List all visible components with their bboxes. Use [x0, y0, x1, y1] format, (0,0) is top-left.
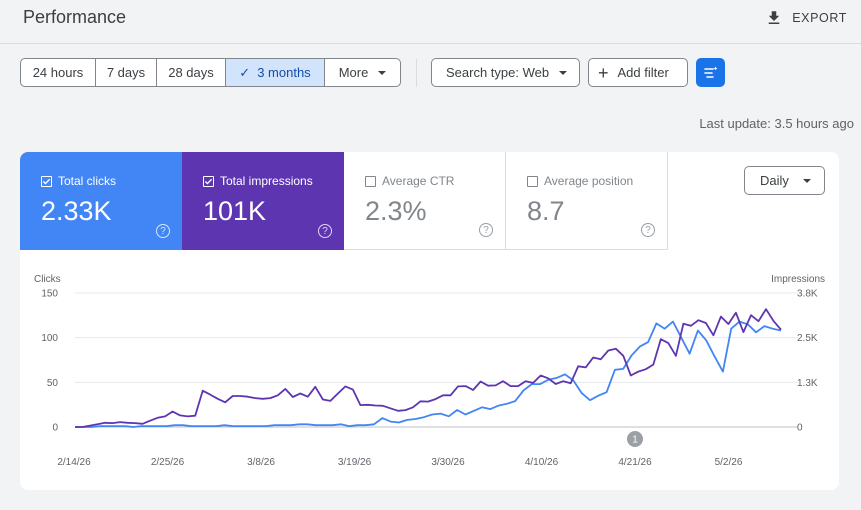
export-button[interactable]: EXPORT [765, 8, 847, 28]
metric-total-clicks[interactable]: Total clicks 2.33K ? [20, 152, 182, 250]
check-icon: ✓ [239, 64, 251, 80]
add-filter-button[interactable]: + Add filter [588, 58, 688, 87]
y-tick-left: 50 [47, 378, 59, 389]
range-28-days[interactable]: 28 days [157, 59, 226, 86]
y-tick-right: 3.8K [797, 289, 818, 300]
export-label: EXPORT [792, 11, 847, 25]
x-tick-label: 5/2/26 [715, 457, 743, 468]
y-tick-left: 150 [41, 289, 58, 300]
range-7-days[interactable]: 7 days [96, 59, 157, 86]
help-icon[interactable]: ? [641, 223, 655, 237]
range-more-dropdown[interactable]: More [325, 59, 400, 86]
search-type-dropdown[interactable]: Search type: Web [431, 58, 580, 87]
chart-annotations: 1 [627, 431, 643, 447]
y-tick-left: 100 [41, 333, 58, 344]
metric-value: 8.7 [527, 196, 565, 226]
x-tick-label: 3/8/26 [247, 457, 275, 468]
metric-label: Average position [544, 174, 634, 188]
help-icon[interactable]: ? [318, 224, 332, 238]
filter-divider [416, 58, 417, 87]
caret-down-icon [559, 70, 568, 75]
x-tick-label: 4/21/26 [618, 457, 652, 468]
x-tick-label: 2/25/26 [151, 457, 185, 468]
checkbox-checked-icon [41, 175, 52, 187]
y-tick-right: 1.3K [797, 378, 818, 389]
performance-chart: Clicks Impressions 150 3.8K 100 2.5K 50 1.3K 0… [34, 274, 825, 469]
download-icon [768, 11, 780, 24]
last-update-text: Last update: 3.5 hours ago [699, 116, 854, 131]
y-tick-left: 0 [52, 423, 58, 434]
x-tick-label: 3/19/26 [338, 457, 372, 468]
metric-value: 2.3% [365, 196, 427, 226]
series-line-impressions [75, 308, 782, 428]
annotation-label: 1 [632, 435, 638, 446]
x-tick-label: 3/30/26 [431, 457, 465, 468]
filter-sparkle-icon [703, 66, 717, 78]
checkbox-unchecked-icon [365, 175, 376, 187]
metric-label: Average CTR [382, 174, 455, 188]
caret-down-icon [378, 70, 387, 75]
page-title: Performance [23, 7, 127, 27]
chart-series [75, 308, 782, 428]
help-icon[interactable]: ? [156, 224, 170, 238]
metric-total-impressions[interactable]: Total impressions 101K ? [182, 152, 344, 250]
metric-average-position[interactable]: Average position 8.7 ? [506, 152, 668, 250]
date-range-selector: 24 hours 7 days 28 days ✓ 3 months More [20, 58, 401, 87]
chart-ticks: 150 3.8K 100 2.5K 50 1.3K 0 0 2/14/26 2/25/26 3/8/… [41, 289, 818, 469]
page-header: Performance EXPORT [0, 0, 861, 44]
y-tick-right: 2.5K [797, 333, 818, 344]
metric-label: Total impressions [220, 174, 313, 188]
help-icon[interactable]: ? [479, 223, 493, 237]
y-axis-right-label: Impressions [771, 274, 825, 285]
checkbox-unchecked-icon [527, 175, 538, 187]
x-tick-label: 4/10/26 [525, 457, 559, 468]
filter-settings-button[interactable] [696, 58, 725, 87]
metric-value: 101K [203, 196, 267, 226]
series-line-clicks [75, 320, 782, 428]
caret-down-icon [802, 178, 811, 183]
metric-label: Total clicks [58, 174, 117, 188]
metric-average-ctr[interactable]: Average CTR 2.3% ? [344, 152, 506, 250]
y-tick-right: 0 [797, 423, 803, 434]
metric-value: 2.33K [41, 196, 112, 226]
granularity-dropdown[interactable]: Daily [744, 166, 825, 195]
performance-card: Total clicks 2.33K ? Total impressions 1… [20, 152, 839, 490]
annotation-marker [627, 431, 643, 447]
range-24-hours[interactable]: 24 hours [21, 59, 96, 86]
y-axis-left-label: Clicks [34, 274, 61, 285]
filter-bar: 24 hours 7 days 28 days ✓ 3 months More S… [20, 58, 725, 87]
checkbox-checked-icon [203, 175, 214, 187]
x-tick-label: 2/14/26 [57, 457, 91, 468]
plus-icon: + [598, 62, 609, 83]
range-3-months[interactable]: ✓ 3 months [226, 59, 325, 86]
chart-grid [75, 292, 798, 428]
